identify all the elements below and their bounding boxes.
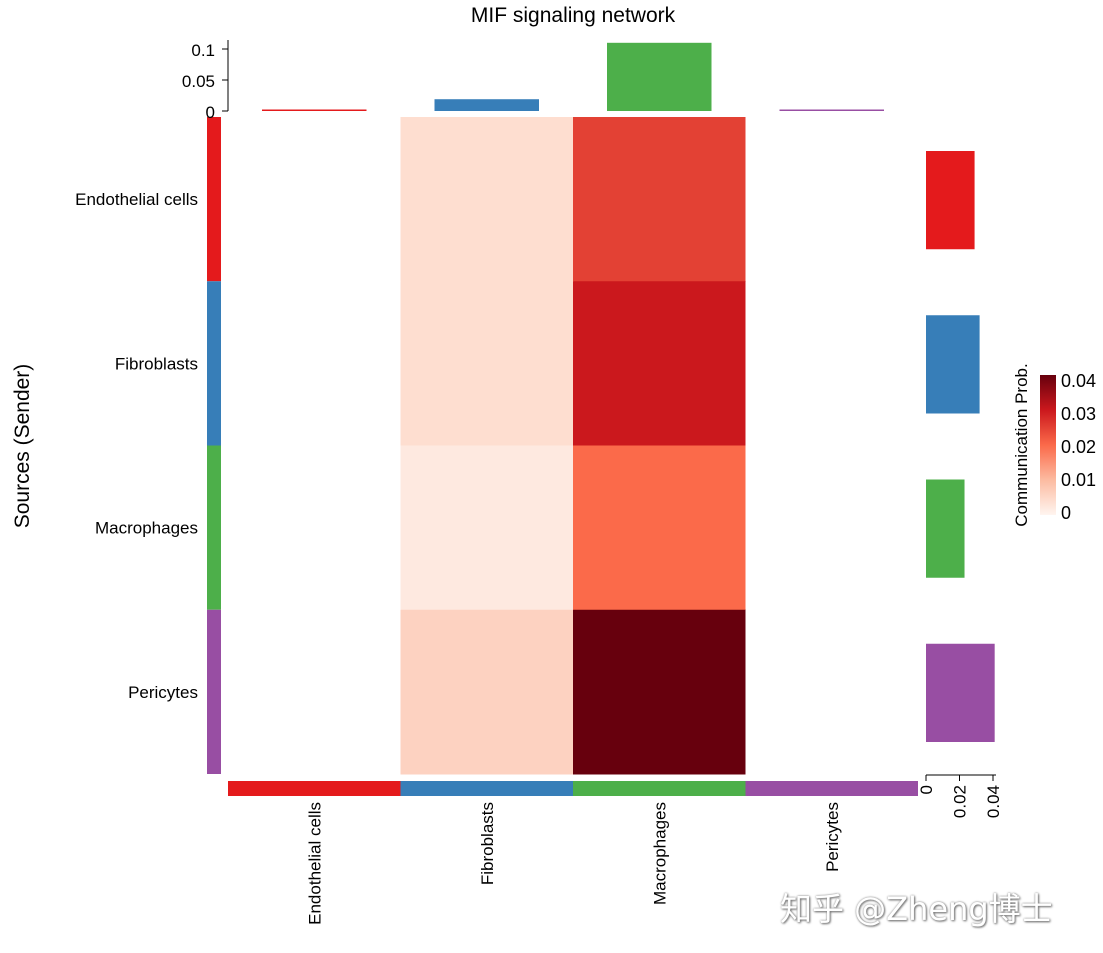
row-label: Endothelial cells	[75, 190, 198, 209]
right-axis-tick-label: 0.02	[951, 785, 970, 818]
heatmap-cell	[573, 117, 746, 282]
column-label: Fibroblasts	[478, 802, 497, 885]
right-axis-tick-label: 0.04	[984, 785, 1003, 818]
row-color-strip	[207, 609, 221, 774]
right-bar	[926, 151, 975, 250]
legend-color-bar	[1040, 375, 1056, 515]
heatmap-cell	[228, 281, 401, 446]
y-axis-title: Sources (Sender)	[11, 364, 34, 529]
watermark: 知乎 @Zheng博士	[780, 890, 1053, 928]
heatmap-cell	[745, 281, 919, 446]
top-axis-tick-label: 0.05	[182, 72, 215, 91]
legend-tick-label: 0.04	[1061, 371, 1096, 391]
row-color-strip	[207, 117, 221, 282]
heatmap-cell	[573, 609, 746, 775]
top-axis-tick-label: 0.1	[191, 41, 215, 60]
heatmap-cell	[228, 117, 401, 282]
heatmap-cell	[745, 445, 919, 611]
right-axis-tick-label: 0	[917, 785, 936, 794]
right-bar	[926, 643, 995, 742]
heatmap-cell	[573, 445, 746, 611]
heatmap-cell	[573, 281, 746, 446]
heatmap-cell	[745, 117, 919, 282]
legend-tick-label: 0.01	[1061, 470, 1096, 490]
right-bar	[926, 479, 965, 578]
heatmap-cell	[400, 281, 574, 446]
legend-tick-label: 0.03	[1061, 404, 1096, 424]
row-color-strip	[207, 445, 221, 610]
legend-tick-label: 0.02	[1061, 437, 1096, 457]
top-bar	[434, 99, 539, 111]
row-label: Macrophages	[95, 519, 198, 538]
top-bar	[607, 42, 712, 111]
heatmap-cell	[228, 609, 401, 775]
column-label: Pericytes	[823, 802, 842, 872]
row-label: Pericytes	[128, 683, 198, 702]
column-label: Endothelial cells	[305, 802, 324, 925]
legend-tick-label: 0	[1061, 503, 1071, 523]
top-bar	[262, 109, 367, 111]
heatmap-cell	[400, 117, 574, 282]
chart-title: MIF signaling network	[471, 4, 676, 27]
column-color-strip	[745, 781, 918, 796]
heatmap-cell	[745, 609, 919, 775]
row-label: Fibroblasts	[115, 354, 198, 373]
heatmap-cell	[228, 445, 401, 611]
column-color-strip	[400, 781, 573, 796]
right-bar	[926, 315, 980, 414]
legend-title: Communication Prob.	[1012, 363, 1031, 526]
column-color-strip	[228, 781, 401, 796]
top-axis-tick-label: 0	[206, 103, 215, 122]
top-bar	[779, 109, 884, 111]
column-label: Macrophages	[650, 802, 669, 905]
heatmap-cell	[400, 445, 574, 611]
column-color-strip	[573, 781, 746, 796]
heatmap-cell	[400, 609, 574, 775]
row-color-strip	[207, 281, 221, 446]
